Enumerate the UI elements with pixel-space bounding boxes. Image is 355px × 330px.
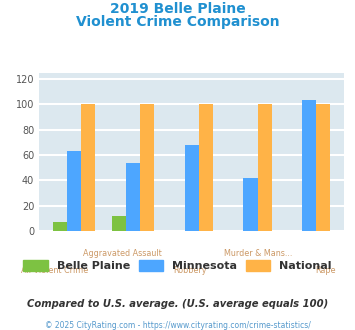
Bar xyxy=(316,104,331,231)
Bar xyxy=(67,151,81,231)
Bar xyxy=(302,100,316,231)
Text: 2019 Belle Plaine: 2019 Belle Plaine xyxy=(110,2,245,16)
Text: Robbery: Robbery xyxy=(173,266,207,275)
Text: Violent Crime Comparison: Violent Crime Comparison xyxy=(76,15,279,29)
Text: All Violent Crime: All Violent Crime xyxy=(21,266,88,275)
Text: © 2025 CityRating.com - https://www.cityrating.com/crime-statistics/: © 2025 CityRating.com - https://www.city… xyxy=(45,321,310,330)
Bar xyxy=(258,104,272,231)
Text: Compared to U.S. average. (U.S. average equals 100): Compared to U.S. average. (U.S. average … xyxy=(27,299,328,309)
Legend: Belle Plaine, Minnesota, National: Belle Plaine, Minnesota, National xyxy=(21,258,334,273)
Bar xyxy=(126,163,140,231)
Bar xyxy=(140,104,154,231)
Bar xyxy=(53,222,67,231)
Bar xyxy=(244,178,258,231)
Bar xyxy=(185,145,199,231)
Text: Rape: Rape xyxy=(316,266,336,275)
Text: Aggravated Assault: Aggravated Assault xyxy=(83,249,162,258)
Bar xyxy=(199,104,213,231)
Bar xyxy=(81,104,95,231)
Bar xyxy=(112,216,126,231)
Text: Murder & Mans...: Murder & Mans... xyxy=(224,249,292,258)
